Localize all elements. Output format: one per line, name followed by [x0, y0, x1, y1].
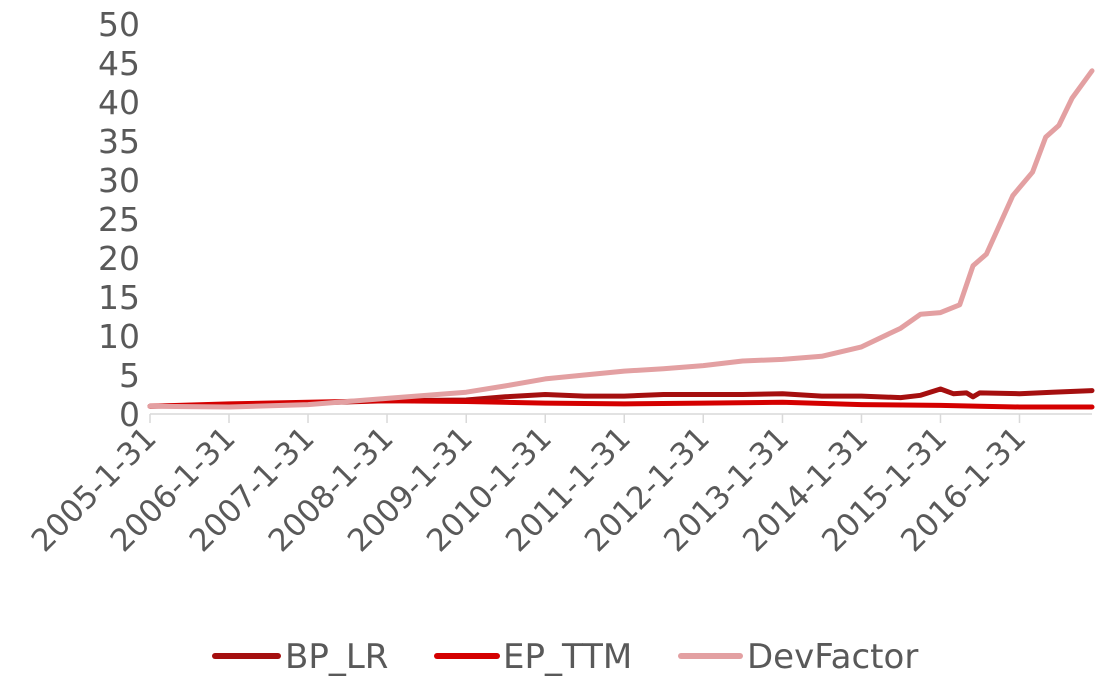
y-tick-label: 25 — [98, 200, 140, 239]
y-tick-label: 15 — [98, 278, 140, 317]
y-tick-label: 10 — [98, 317, 140, 356]
series-line-devfactor — [147, 68, 1095, 410]
legend-label-ep-ttm: EP_TTM — [503, 637, 632, 677]
legend: BP_LR EP_TTM DevFactor — [212, 637, 918, 677]
y-tick-label: 0 — [119, 395, 140, 434]
y-tick-label: 5 — [119, 356, 140, 395]
y-tick-label: 40 — [98, 83, 140, 122]
y-tick-label: 30 — [98, 161, 140, 200]
legend-item-bp-lr: BP_LR — [212, 637, 388, 677]
y-tick-label: 45 — [98, 44, 140, 83]
legend-item-ep-ttm: EP_TTM — [434, 637, 632, 677]
y-tick-label: 35 — [98, 122, 140, 161]
legend-label-devfactor: DevFactor — [747, 637, 918, 677]
legend-label-bp-lr: BP_LR — [285, 637, 388, 677]
legend-item-devfactor: DevFactor — [678, 637, 918, 677]
y-tick-label: 50 — [98, 5, 140, 44]
series-lines — [147, 68, 1095, 410]
y-tick-label: 20 — [98, 239, 140, 278]
x-axis-ticks: 2005-1-312006-1-312007-1-312008-1-312009… — [25, 414, 1033, 559]
